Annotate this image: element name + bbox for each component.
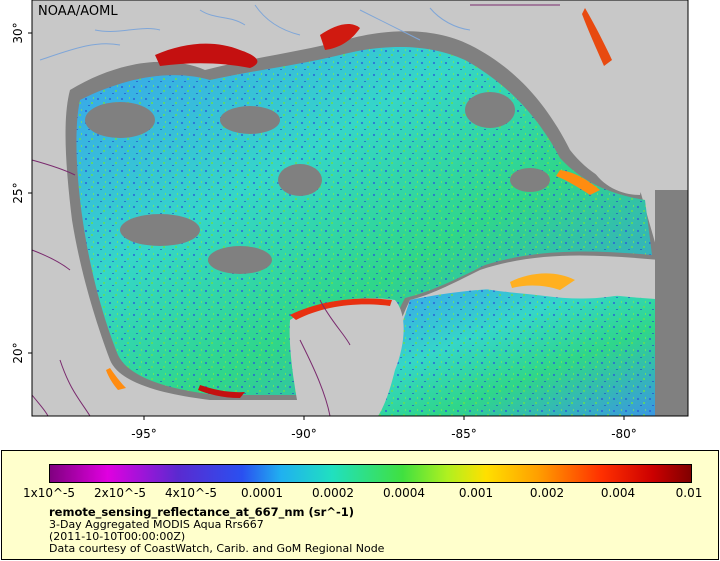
- lon-label-90: -90°: [291, 427, 317, 441]
- data-source: Data courtesy of CoastWatch, Carib. and …: [49, 542, 385, 555]
- nodata-patch: [120, 214, 200, 246]
- atlantic-nodata: [655, 190, 688, 416]
- nodata-patch: [278, 164, 322, 196]
- rivers: [39, 4, 471, 61]
- credit-label: NOAA/AOML: [38, 4, 118, 19]
- longitude-axis: -95° -90° -85° -80°: [131, 416, 637, 441]
- product-name: 3-Day Aggregated MODIS Aqua Rrs667: [49, 518, 264, 531]
- lat-label-20: 20°: [11, 342, 25, 363]
- political-borders: [31, 4, 560, 417]
- colorbar-tick: 0.001: [458, 486, 494, 500]
- colorbar-tick: 0.0004: [383, 486, 425, 500]
- coastal-high-band: [198, 385, 245, 398]
- legend: 1x10^-5 2x10^-5 4x10^-5 0.0001 0.0002 0.…: [1, 450, 719, 560]
- reflectance-texture: [76, 46, 653, 396]
- lon-label-85: -85°: [451, 427, 477, 441]
- nodata-patch: [220, 106, 280, 134]
- colorbar-tick: 1x10^-5: [22, 486, 76, 500]
- colorbar-tick: 4x10^-5: [164, 486, 218, 500]
- colorbar-tick: 0.004: [600, 486, 636, 500]
- time-stamp: (2011-10-10T00:00:00Z): [49, 530, 186, 543]
- yucatan-land: [289, 298, 404, 416]
- map: 30° 25° 20° -95° -90° -85° -80°: [11, 0, 689, 441]
- colorbar-tick: 0.01: [675, 486, 703, 500]
- coastal-high-band: [106, 368, 126, 390]
- caribbean-texture: [370, 288, 688, 416]
- nodata-patch: [510, 168, 550, 192]
- coastal-high-band: [582, 8, 612, 66]
- colorbar-tick: 0.002: [529, 486, 565, 500]
- coastal-high-band: [290, 298, 392, 320]
- coastal-high-band: [510, 273, 575, 290]
- map-frame: [31, 0, 689, 417]
- lon-label-80: -80°: [611, 427, 637, 441]
- nodata-patch: [465, 92, 515, 128]
- colorbar-tick: 2x10^-5: [93, 486, 147, 500]
- colorbar-tick: 0.0002: [312, 486, 354, 500]
- nodata-patch: [208, 246, 272, 274]
- lat-label-25: 25°: [11, 182, 25, 203]
- lat-label-30: 30°: [11, 22, 25, 43]
- colorbar-tick: 0.0001: [241, 486, 283, 500]
- variable-name: remote_sensing_reflectance_at_667_nm (sr…: [49, 505, 354, 519]
- coastal-high-band: [320, 24, 360, 50]
- nodata-patch: [85, 102, 155, 138]
- colorbar: [49, 464, 692, 483]
- coastal-high-band: [556, 170, 600, 195]
- latitude-axis: 30° 25° 20°: [11, 22, 32, 364]
- lon-label-95: -95°: [131, 427, 157, 441]
- florida-land: [560, 0, 642, 195]
- coastal-high-band: [155, 43, 258, 68]
